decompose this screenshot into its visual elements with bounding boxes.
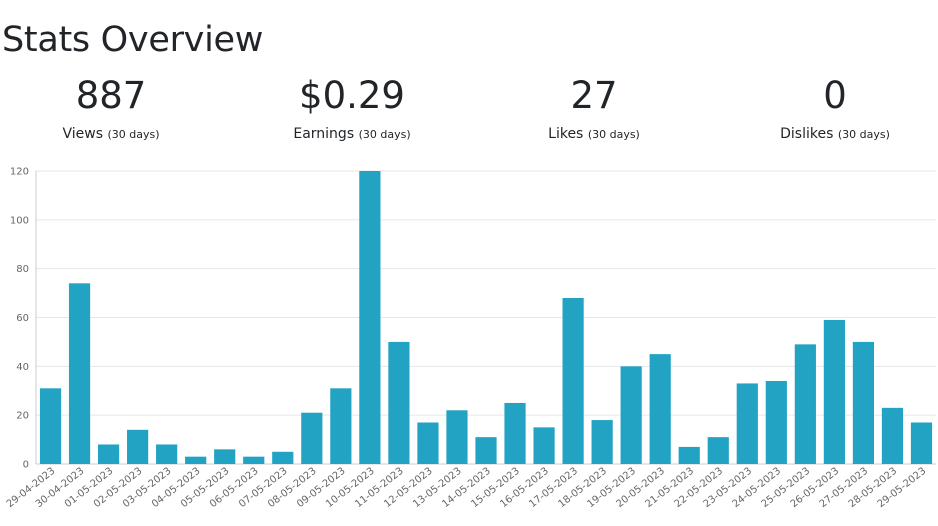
stat-likes-label: Likes xyxy=(548,126,584,142)
x-tick-label: 29-04-2023 xyxy=(5,466,58,510)
bar[interactable] xyxy=(68,283,91,464)
bar[interactable] xyxy=(533,427,555,464)
y-tick-label: 120 xyxy=(10,167,29,178)
bar[interactable] xyxy=(736,383,758,464)
stat-dislikes-label-line: Dislikes (30 days) xyxy=(735,126,935,142)
stat-earnings-value: $0.29 xyxy=(299,74,405,117)
y-tick-label: 0 xyxy=(23,460,29,471)
y-tick-label: 80 xyxy=(16,264,29,275)
bar[interactable] xyxy=(504,402,526,464)
stat-earnings-label-line: Earnings (30 days) xyxy=(252,126,452,142)
bar[interactable] xyxy=(852,341,875,464)
stat-earnings: $0.29 Earnings (30 days) xyxy=(252,70,452,142)
bar[interactable] xyxy=(417,422,439,464)
bar[interactable] xyxy=(185,456,207,464)
stat-views-period: (30 days) xyxy=(107,128,160,141)
bar[interactable] xyxy=(127,429,149,464)
bar[interactable] xyxy=(620,366,642,464)
y-tick-label: 100 xyxy=(10,215,29,226)
stat-earnings-period: (30 days) xyxy=(358,128,411,141)
stat-dislikes: 0 Dislikes (30 days) xyxy=(735,70,935,142)
bar[interactable] xyxy=(359,171,381,464)
bar[interactable] xyxy=(272,451,294,464)
bar[interactable] xyxy=(765,380,787,464)
stat-likes: 27 Likes (30 days) xyxy=(494,70,694,142)
bar[interactable] xyxy=(475,437,497,464)
bar[interactable] xyxy=(388,341,410,464)
bar[interactable] xyxy=(562,297,584,464)
bar[interactable] xyxy=(910,422,933,464)
bar[interactable] xyxy=(707,437,729,464)
bar[interactable] xyxy=(156,444,178,464)
y-tick-label: 40 xyxy=(16,362,29,373)
stat-dislikes-period: (30 days) xyxy=(837,128,890,141)
bar[interactable] xyxy=(301,412,323,464)
views-bar-chart: 02040608010012029-04-202330-04-202301-05… xyxy=(5,167,936,510)
stat-views-label: Views xyxy=(62,126,104,142)
bar[interactable] xyxy=(881,407,904,464)
bar[interactable] xyxy=(446,410,468,464)
bar[interactable] xyxy=(794,344,816,464)
stat-likes-period: (30 days) xyxy=(587,128,640,141)
bar[interactable] xyxy=(330,388,352,464)
bar[interactable] xyxy=(243,456,265,464)
bar[interactable] xyxy=(214,449,236,464)
bar[interactable] xyxy=(591,420,613,464)
bar[interactable] xyxy=(823,319,845,464)
bar[interactable] xyxy=(678,446,700,464)
bar[interactable] xyxy=(39,388,62,464)
stat-dislikes-label: Dislikes xyxy=(780,126,834,142)
stat-earnings-label: Earnings xyxy=(293,126,355,142)
bar[interactable] xyxy=(97,444,120,464)
bar[interactable] xyxy=(649,354,671,464)
stat-views-label-line: Views (30 days) xyxy=(11,126,211,142)
stat-likes-value: 27 xyxy=(570,74,618,117)
stat-dislikes-value: 0 xyxy=(823,74,847,117)
y-tick-label: 60 xyxy=(16,313,29,324)
page-title: Stats Overview xyxy=(2,20,264,60)
stat-views-value: 887 xyxy=(75,74,147,117)
stat-views: 887 Views (30 days) xyxy=(11,70,211,142)
stat-likes-label-line: Likes (30 days) xyxy=(494,126,694,142)
y-tick-label: 20 xyxy=(16,411,29,422)
